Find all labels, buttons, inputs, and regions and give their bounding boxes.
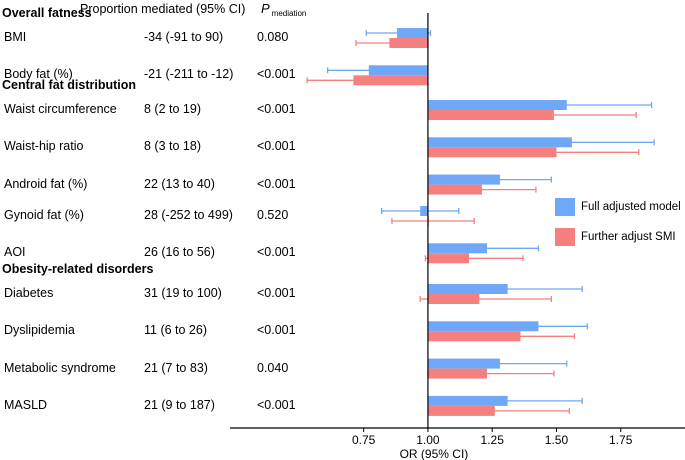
x-tick-label: 1.75 (609, 433, 633, 447)
row-p-value: <0.001 (257, 102, 296, 116)
proportion-header: Proportion mediated (95% CI) (80, 2, 246, 16)
row-p-value: 0.520 (257, 208, 289, 222)
row-proportion: 31 (19 to 100) (144, 286, 222, 300)
legend-label-full: Full adjusted model (581, 201, 681, 213)
row-proportion: 11 (6 to 26) (144, 323, 208, 338)
legend-swatch-full (555, 198, 575, 216)
x-tick-label: 1.25 (481, 433, 505, 447)
legend-label-smi: Further adjust SMI (581, 231, 676, 243)
row-label: Metabolic syndrome (4, 360, 116, 375)
legend-item-full: Full adjusted model (555, 198, 681, 216)
row-label: Waist-hip ratio (4, 139, 84, 154)
row-proportion: 21 (9 to 187) (144, 397, 215, 412)
row-proportion: -34 (-91 to 90) (144, 30, 224, 44)
row-proportion: -21 (-211 to -12) (144, 67, 234, 82)
row-label: Android fat (%) (4, 176, 88, 191)
row-proportion: 28 (-252 to 499) (144, 208, 233, 222)
row-label: BMI (4, 30, 27, 44)
row-label: Dyslipidemia (4, 323, 75, 338)
bar-full (427, 321, 539, 332)
section-title: Overall fatness (2, 6, 92, 20)
row-p-value: <0.001 (257, 139, 296, 154)
legend: Full adjusted model Further adjust SMI (555, 198, 681, 258)
legend-swatch-smi (555, 228, 575, 246)
section-title: Central fat distribution (2, 78, 137, 92)
row-p-value: <0.001 (257, 67, 296, 82)
p-header-subscript: mediation (271, 9, 307, 18)
x-axis-label: OR (95% CI) (400, 447, 469, 460)
row-label: Waist circumference (4, 102, 117, 116)
p-header-letter: P (261, 1, 270, 16)
row-proportion: 21 (7 to 83) (144, 360, 208, 375)
row-p-value: <0.001 (257, 286, 296, 300)
section-title: Obesity-related disorders (2, 262, 154, 276)
row-label: Gynoid fat (%) (4, 208, 84, 222)
row-p-value: 0.040 (257, 360, 289, 375)
legend-item-smi: Further adjust SMI (555, 228, 681, 246)
row-proportion: 8 (2 to 19) (144, 102, 201, 116)
row-label: Diabetes (4, 286, 54, 300)
x-tick-label: 1.00 (416, 433, 440, 447)
row-p-value: <0.001 (257, 323, 296, 338)
row-p-value: <0.001 (257, 397, 296, 412)
row-p-value: 0.080 (257, 30, 289, 44)
row-label: AOI (4, 245, 26, 260)
x-tick-label: 0.75 (352, 433, 376, 447)
row-label: Body fat (%) (4, 67, 73, 82)
row-proportion: 8 (3 to 18) (144, 139, 201, 154)
x-tick-label: 1.50 (545, 433, 569, 447)
row-p-value: <0.001 (257, 245, 296, 260)
row-proportion: 22 (13 to 40) (144, 176, 215, 191)
row-proportion: 26 (16 to 56) (144, 245, 215, 260)
row-label: MASLD (4, 397, 48, 412)
row-p-value: <0.001 (257, 176, 296, 191)
